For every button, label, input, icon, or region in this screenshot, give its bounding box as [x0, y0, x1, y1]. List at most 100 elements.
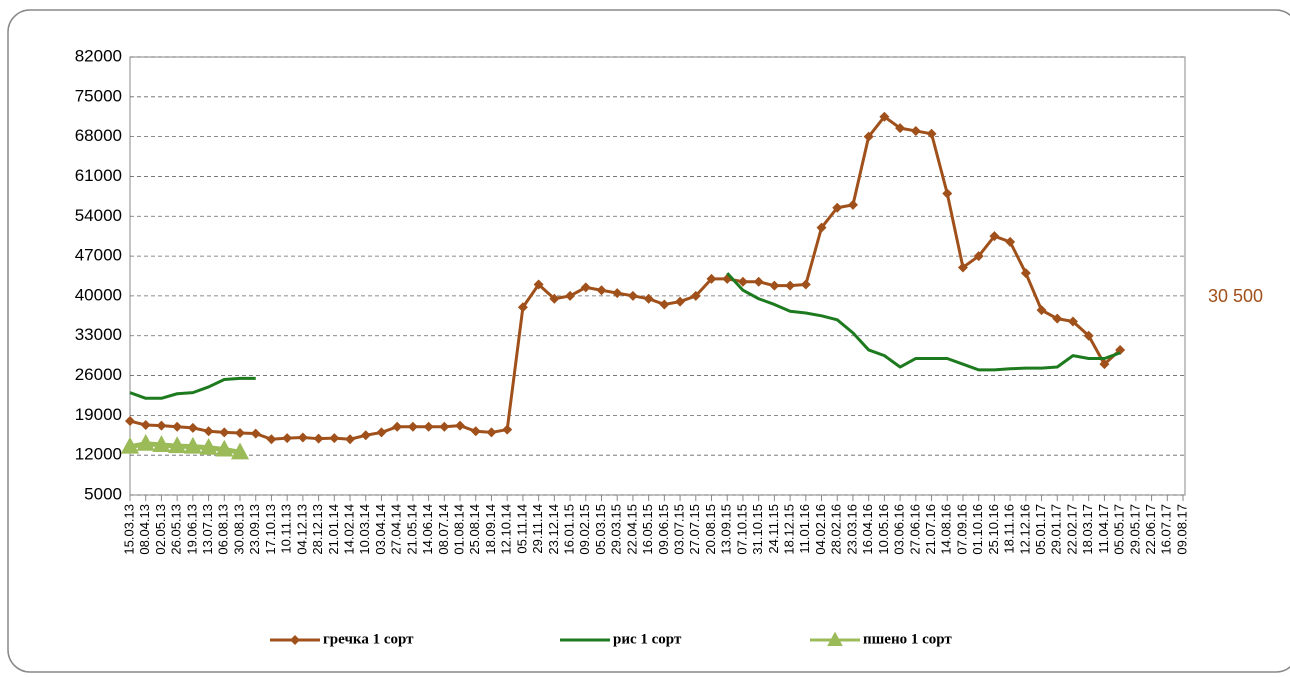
x-tick-label: 17.10.13	[263, 504, 278, 555]
point	[769, 280, 780, 291]
x-tick-label: 23.12.14	[546, 504, 561, 555]
x-tick-label: 04.12.13	[294, 504, 309, 555]
x-tick-label: 07.10.15	[734, 504, 749, 555]
point	[989, 231, 1000, 242]
point	[219, 427, 230, 438]
point	[753, 276, 764, 287]
x-tick-label: 16.05.15	[640, 504, 655, 555]
point	[1020, 268, 1031, 279]
point	[345, 434, 356, 445]
point	[863, 131, 874, 142]
x-tick-label: 06.08.13	[216, 504, 231, 555]
point	[565, 290, 576, 301]
x-tick-label: 27.06.16	[907, 504, 922, 555]
x-tick-label: 05.11.14	[514, 504, 529, 554]
legend-label: пшено 1 сорт	[863, 631, 952, 647]
x-tick-label: 11.04.17	[1096, 504, 1111, 554]
point	[879, 111, 890, 122]
x-tick-label: 01.08.14	[451, 504, 466, 555]
point	[230, 442, 250, 460]
x-tick-label: 29.05.17	[1127, 504, 1142, 555]
x-tick-label: 25.10.16	[986, 504, 1001, 555]
point	[183, 436, 202, 454]
x-tick-label: 15.03.13	[121, 504, 136, 555]
legend-label: гречка 1 сорт	[323, 631, 414, 647]
point	[199, 437, 218, 455]
point	[423, 421, 434, 432]
legend-marker	[290, 635, 300, 645]
point	[502, 424, 513, 435]
x-tick-label: 21.07.16	[923, 504, 938, 555]
x-tick-label: 03.04.14	[373, 504, 388, 555]
point	[1005, 236, 1016, 247]
x-tick-label: 12.12.16	[1017, 504, 1032, 555]
x-tick-label: 16.07.17	[1159, 504, 1174, 555]
point	[168, 436, 187, 454]
point	[706, 273, 717, 284]
x-tick-label: 22.04.15	[624, 504, 639, 555]
point	[313, 433, 324, 444]
x-tick-label: 31.10.15	[750, 504, 765, 555]
point	[1052, 313, 1063, 324]
x-tick-label: 11.01.16	[797, 504, 812, 554]
y-tick-label: 12000	[75, 445, 122, 464]
x-tick-label: 21.01.14	[326, 504, 341, 555]
x-tick-label: 07.09.16	[954, 504, 969, 555]
series-line	[129, 272, 1121, 400]
point	[407, 421, 418, 432]
x-tick-label: 16.04.16	[860, 504, 875, 555]
x-tick-label: 02.05.13	[153, 504, 168, 555]
annotation: 30 500	[1208, 286, 1263, 306]
legend-marker	[827, 631, 843, 646]
legend-label: рис 1 сорт	[613, 631, 682, 647]
point	[910, 125, 921, 136]
x-tick-label: 14.02.14	[341, 504, 356, 555]
point	[329, 433, 340, 444]
point	[957, 262, 968, 273]
point	[282, 433, 293, 444]
point	[455, 420, 466, 431]
point	[120, 436, 140, 454]
x-tick-label: 09.08.17	[1174, 504, 1189, 555]
point	[156, 420, 167, 431]
y-tick-label: 33000	[75, 325, 122, 344]
point	[675, 296, 686, 307]
point	[486, 427, 497, 438]
x-tick-label: 18.12.15	[782, 504, 797, 555]
point	[392, 421, 403, 432]
point	[152, 435, 171, 452]
point	[235, 427, 246, 438]
x-tick-label: 03.06.16	[892, 504, 907, 555]
point	[926, 128, 937, 139]
y-tick-label: 61000	[75, 166, 122, 185]
x-tick-label: 08.04.13	[137, 504, 152, 555]
x-tick-label: 24.11.15	[766, 504, 781, 554]
x-tick-label: 05.01.17	[1033, 504, 1048, 555]
x-tick-label: 21.05.14	[404, 504, 419, 555]
point	[266, 434, 277, 445]
point	[643, 293, 654, 304]
point	[376, 427, 387, 438]
x-tick-label: 09.02.15	[577, 504, 592, 555]
point	[533, 279, 544, 290]
point	[172, 421, 183, 432]
x-tick-label: 29.11.14	[530, 504, 545, 554]
point	[187, 422, 198, 433]
x-tick-label: 29.01.17	[1049, 504, 1064, 555]
point	[439, 421, 450, 432]
x-tick-label: 18.11.16	[1002, 504, 1017, 554]
y-tick-label: 75000	[75, 86, 122, 105]
x-tick-label: 30.08.13	[231, 504, 246, 555]
x-tick-label: 18.03.17	[1080, 504, 1095, 555]
x-tick-label: 13.09.15	[719, 504, 734, 555]
x-tick-label: 23.09.13	[247, 504, 262, 555]
x-tick-label: 04.02.16	[813, 504, 828, 555]
x-tick-label: 27.04.14	[389, 504, 404, 555]
series-line	[129, 115, 1122, 441]
x-tick-label: 10.11.13	[279, 504, 294, 554]
point	[690, 290, 701, 301]
point	[1099, 359, 1110, 370]
point	[1067, 316, 1078, 327]
x-tick-label: 22.02.17	[1064, 504, 1079, 555]
